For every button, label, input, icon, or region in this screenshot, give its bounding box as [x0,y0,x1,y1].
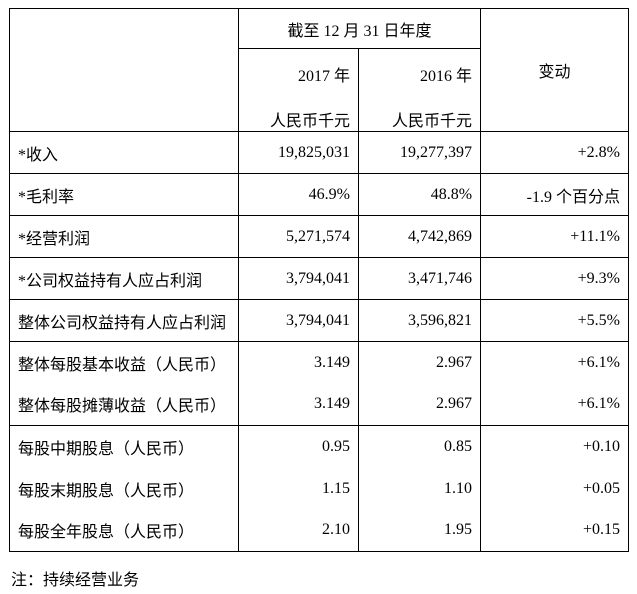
value-change: +6.1% [480,383,629,426]
table-row-overall-profit-attributable: 整体公司权益持有人应占利润 3,794,041 3,596,821 +5.5% [9,299,629,342]
value-2016: 0.85 [358,425,482,468]
header-2017-cell: 2017 年 人民币千元 [238,48,359,131]
table-row-basic-eps: 整体每股基本收益（人民币） 3.149 2.967 +6.1% [9,341,629,384]
footnote: 注：持续经营业务 [11,572,140,589]
value-change: +0.05 [582,479,621,497]
financial-highlights-table: 截至 12 月 31 日年度 变动 2017 年 人民币千元 2016 年 人民… [9,8,630,552]
table-row-interim-dividend: 每股中期股息（人民币） 0.95 0.85 +0.10 [9,425,629,468]
row-label: *公司权益持有人应占利润 [9,257,239,300]
value-2016: 48.8% [358,173,482,216]
table-row-gross-margin: *毛利率 46.9% 48.8% -1.9 个百分点 [9,173,629,216]
table-row-diluted-eps: 整体每股摊薄收益（人民币） 3.149 2.967 +6.1% [9,383,629,426]
value-2016: 3,596,821 [358,299,482,342]
value-2017: 3,794,041 [238,257,359,300]
value-2017: 3.149 [238,383,359,426]
header-change-label: 变动 [538,64,571,81]
value-change: +6.1% [577,353,621,371]
value-2017: 3.149 [238,341,359,384]
row-label: 每股末期股息（人民币） [9,467,239,510]
row-label: 整体每股基本收益（人民币） [9,341,239,384]
row-label: 每股中期股息（人民币） [9,425,239,468]
value-2017: 1.15 [238,467,359,510]
row-label: *毛利率 [9,173,239,216]
value-2016: 3,471,746 [358,257,482,300]
header-2016-unit: 人民币千元 [392,113,473,130]
value-2016: 2.967 [358,341,482,384]
header-row-period: 截至 12 月 31 日年度 变动 [9,8,629,131]
row-label: *收入 [9,131,239,174]
value-2016: 1.95 [358,509,482,552]
value-2016: 19,277,397 [358,131,482,174]
value-2017: 3,794,041 [238,299,359,342]
value-change: +0.15 [582,521,621,539]
value-2016: 1.10 [358,467,482,510]
header-row-years: 2017 年 人民币千元 2016 年 人民币千元 [10,48,629,131]
value-change: +5.5% [480,299,629,342]
header-2017-year: 2017 年 [297,68,350,85]
value-2016: 4,742,869 [358,215,482,258]
header-period-title: 截至 12 月 31 日年度 [238,8,482,49]
table-row-final-dividend: 每股末期股息（人民币） 1.15 1.10 +0.05 [9,467,629,510]
row-label: 每股全年股息（人民币） [9,509,239,552]
table-row-full-year-dividend: 每股全年股息（人民币） 2.10 1.95 +0.15 [9,509,629,552]
value-2017: 46.9% [238,173,359,216]
table-row-profit-attributable: *公司权益持有人应占利润 3,794,041 3,471,746 +9.3% [9,257,629,300]
header-bottom-divider [9,131,629,132]
row-label: 整体公司权益持有人应占利润 [9,299,239,342]
value-change: -1.9 个百分点 [480,173,629,216]
header-2016-year: 2016 年 [420,68,473,85]
table-row-revenue: *收入 19,825,031 19,277,397 +2.8% [9,131,629,174]
value-change: +11.1% [480,215,629,258]
value-2017: 5,271,574 [238,215,359,258]
header-2016-cell: 2016 年 人民币千元 [358,48,482,131]
value-2017: 19,825,031 [238,131,359,174]
row-label: 整体每股摊薄收益（人民币） [9,383,239,426]
header-2017-unit: 人民币千元 [269,113,350,130]
value-2017: 2.10 [238,509,359,552]
value-change: +0.10 [582,437,621,455]
value-2017: 0.95 [238,425,359,468]
header-blank-cell [9,8,239,131]
value-2016: 2.967 [358,383,482,426]
value-change: +2.8% [480,131,629,174]
value-change: +9.3% [480,257,629,300]
table-row-operating-profit: *经营利润 5,271,574 4,742,869 +11.1% [9,215,629,258]
row-label: *经营利润 [9,215,239,258]
